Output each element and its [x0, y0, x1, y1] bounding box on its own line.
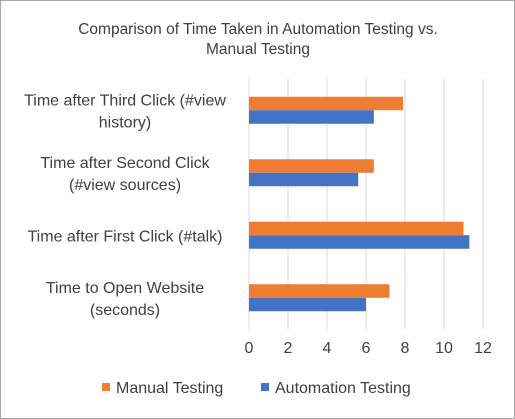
category-label: Time after Third Click (#view: [24, 92, 226, 109]
bar-manual-testing: [249, 96, 404, 111]
category-label: (#view sources): [69, 177, 181, 194]
x-tick-label: 12: [474, 340, 492, 357]
category-label: Time to Open Website: [46, 280, 204, 297]
x-tick-label: 2: [284, 340, 293, 357]
category-label: history): [99, 114, 151, 131]
x-tick-label: 10: [435, 340, 453, 357]
category-label: Time after Second Click: [40, 155, 210, 172]
bar-automation-testing: [249, 235, 470, 249]
legend-label: Automation Testing: [275, 380, 411, 397]
bars: [249, 96, 470, 312]
category-labels: Time to Open Website (seconds) Time after …: [24, 92, 226, 319]
legend-swatch: [261, 383, 269, 391]
x-tick-label: 0: [245, 340, 254, 357]
x-tick-label: 8: [401, 340, 410, 357]
legend-swatch: [102, 383, 110, 391]
legend-label: Manual Testing: [116, 380, 223, 397]
bar-automation-testing: [249, 172, 359, 187]
category-label: (seconds): [90, 302, 160, 319]
x-tick-label: 6: [362, 340, 371, 357]
x-tick-labels: 0 2 4 6 8 10 12: [245, 340, 492, 357]
category-label: Time after First Click (#talk): [28, 228, 223, 245]
chart-title-line-1: Comparison of Time Taken in Automation T…: [78, 21, 438, 38]
chart-title-line-2: Manual Testing: [206, 41, 310, 58]
bar-manual-testing: [249, 159, 374, 173]
x-tick-label: 4: [323, 340, 332, 357]
bar-automation-testing: [249, 297, 366, 312]
legend: Manual Testing Automation Testing: [102, 380, 411, 397]
bar-automation-testing: [249, 110, 374, 124]
bar-manual-testing: [249, 221, 464, 236]
bar-manual-testing: [249, 284, 390, 298]
